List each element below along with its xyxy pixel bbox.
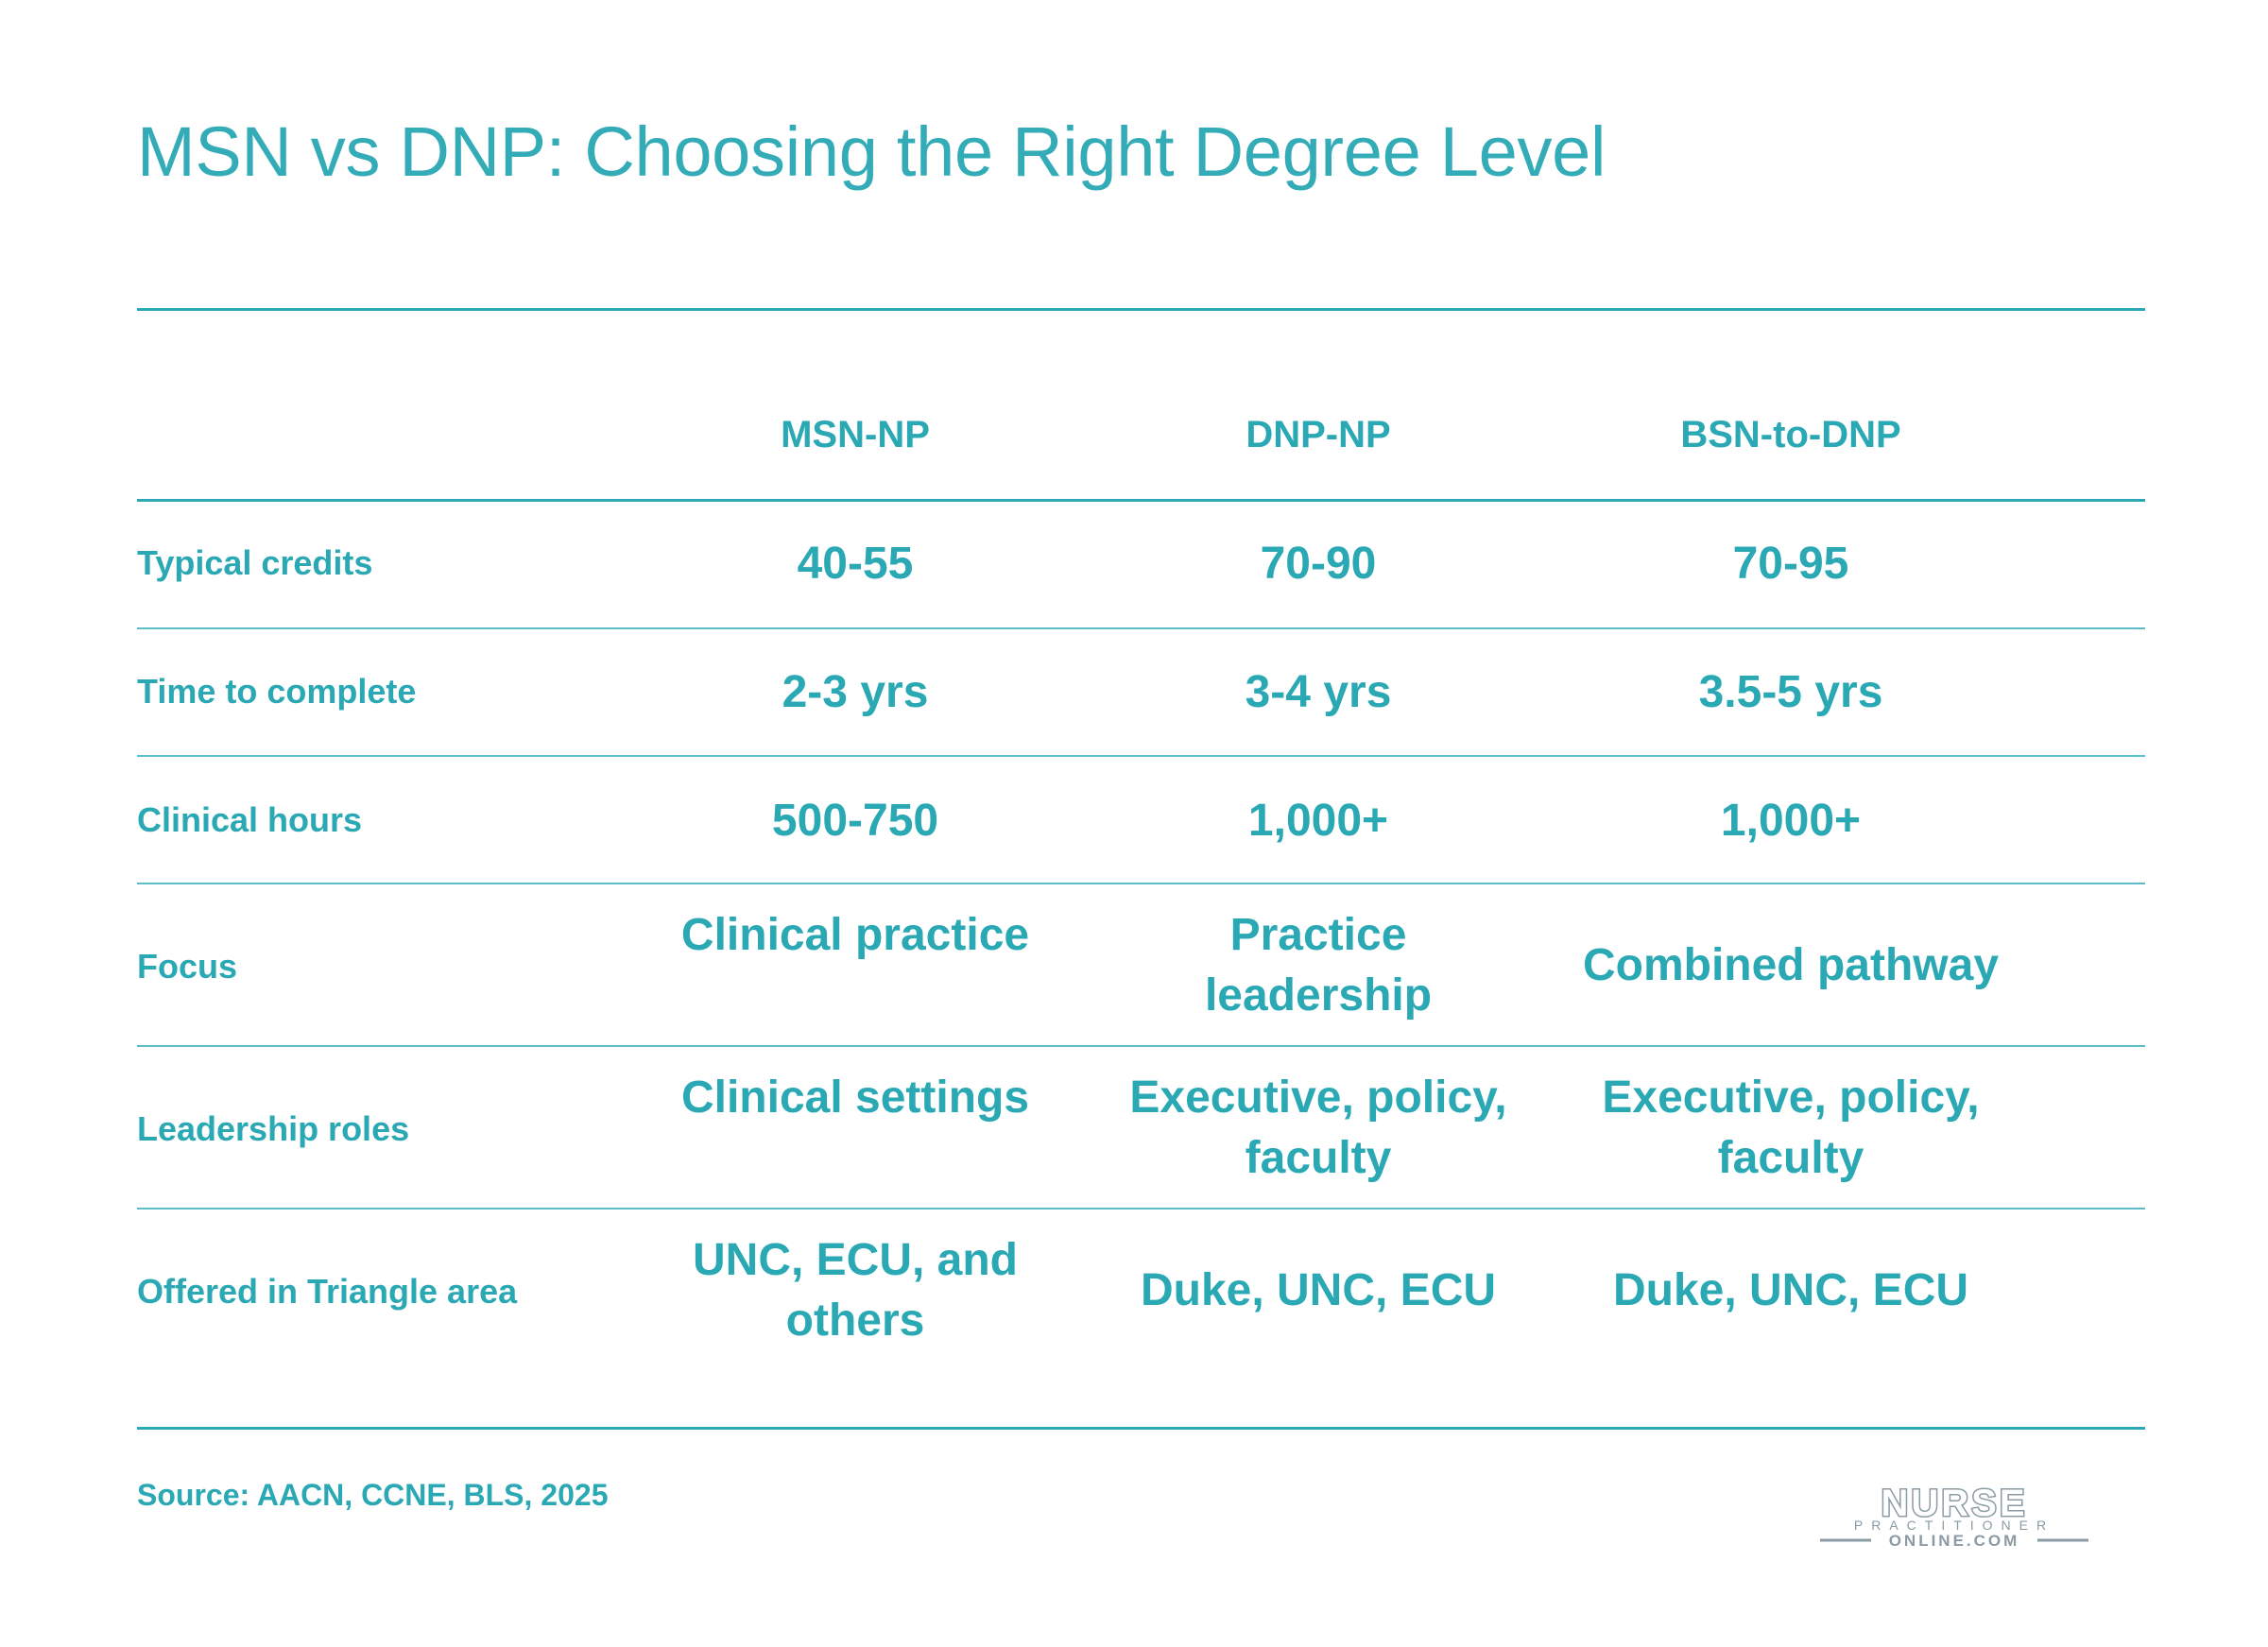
table-cell: 2-3 yrs (782, 667, 929, 717)
table-cell: 40-55 (797, 539, 914, 589)
table-row-clinical-hours: Clinical hours 500-750 1,000+ 1,000+ (137, 757, 2145, 884)
table-row-offered-in-triangle-area: Offered in Triangle area UNC, ECU, and o… (137, 1210, 2145, 1370)
table-cell: Clinical settings (680, 1072, 1030, 1123)
table-cell: 500-750 (771, 796, 939, 846)
logo-line-online: ONLINE.COM (1889, 1532, 2020, 1548)
table-row-time-to-complete: Time to complete 2-3 yrs 3-4 yrs 3.5-5 y… (137, 629, 2145, 756)
row-label: Offered in Triangle area (137, 1272, 518, 1311)
table-cell: 1,000+ (1720, 796, 1862, 846)
row-label: Time to complete (137, 672, 417, 711)
table-cell: Executive, policy, faculty (1602, 1072, 1980, 1183)
row-divider (137, 1208, 2145, 1210)
table-cell: Practice leadership (1204, 910, 1433, 1021)
source-note: Source: AACN, CCNE, BLS, 2025 (137, 1478, 609, 1512)
table-row-typical-credits: Typical credits 40-55 70-90 70-95 (137, 500, 2145, 628)
row-label: Typical credits (137, 543, 373, 582)
page-title: MSN vs DNP: Choosing the Right Degree Le… (137, 112, 1606, 191)
row-label: Leadership roles (137, 1109, 410, 1148)
table-cell: 70-90 (1260, 539, 1377, 589)
row-divider (137, 1045, 2145, 1047)
column-header-dnp-np: DNP-NP (1246, 414, 1391, 455)
table-row-focus: Focus Clinical practice Practice leaders… (137, 884, 2145, 1046)
column-header-bsn-to-dnp: BSN-to-DNP (1680, 414, 1901, 455)
row-label: Focus (137, 947, 238, 986)
row-divider (137, 883, 2145, 884)
table-cell: Clinical practice (680, 910, 1030, 960)
table-cell: Combined pathway (1582, 940, 2000, 990)
row-divider (137, 627, 2145, 629)
table-cell: 3-4 yrs (1245, 667, 1392, 717)
row-label: Clinical hours (137, 800, 363, 839)
table-cell: Duke, UNC, ECU (1612, 1265, 1969, 1315)
table-cell: 70-95 (1732, 539, 1849, 589)
table-cell: 3.5-5 yrs (1698, 667, 1883, 717)
column-header-msn-np: MSN-NP (781, 414, 930, 455)
logo-line-nurse: NURSE (1881, 1484, 2027, 1524)
table-cell: UNC, ECU, and others (692, 1235, 1018, 1346)
table-cell: Duke, UNC, ECU (1140, 1265, 1497, 1315)
row-divider (137, 755, 2145, 757)
bottom-divider (137, 1427, 2145, 1430)
logo-line-practitioner: PRACTITIONER (1854, 1518, 2054, 1533)
table-row-leadership-roles: Leadership roles Clinical settings Execu… (137, 1047, 2145, 1209)
top-divider (137, 308, 2145, 311)
nurse-practitioner-online-logo: NURSE PRACTITIONER ONLINE.COM (1820, 1484, 2088, 1548)
table-cell: 1,000+ (1247, 796, 1389, 846)
table-cell: Executive, policy, faculty (1129, 1072, 1507, 1183)
header-divider (137, 499, 2145, 502)
